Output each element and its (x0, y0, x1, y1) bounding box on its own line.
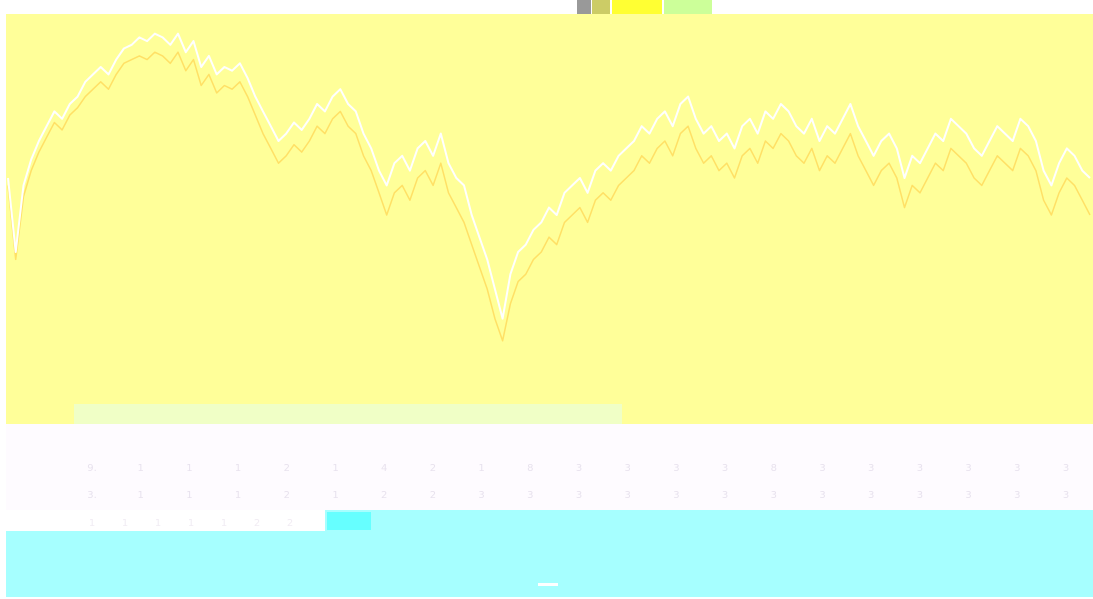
tick-label-row3-1: 1 (122, 518, 128, 529)
tick-label-row2-3: 1 (235, 490, 241, 501)
tick-label-row1-9: 8 (527, 463, 533, 474)
series-line-1 (7, 51, 1091, 342)
tick-label-row2-10: 3 (576, 490, 582, 501)
series-lines (7, 32, 1091, 342)
tick-label-row1-12: 3 (673, 463, 679, 474)
tick-label-row3-4: 1 (221, 518, 227, 529)
tick-label-row1-2: 1 (186, 463, 192, 474)
tick-label-row1-7: 2 (430, 463, 436, 474)
tick-label-row1-19: 3 (1014, 463, 1020, 474)
tick-label-row2-9: 3 (527, 490, 533, 501)
star-icon[interactable] (592, 0, 610, 14)
tick-label-row3-0: 1 (89, 518, 95, 529)
tick-label-row3-3: 1 (188, 518, 194, 529)
tick-label-row2-15: 3 (819, 490, 825, 501)
tick-label-row3-5: 2 (254, 518, 260, 529)
tick-label-row2-1: 1 (138, 490, 144, 501)
tick-label-row2-18: 3 (965, 490, 971, 501)
tick-label-row1-16: 3 (868, 463, 874, 474)
navigator-handle[interactable] (327, 512, 371, 530)
tick-label-row2-6: 2 (381, 490, 387, 501)
navigator-top (325, 510, 1093, 531)
tick-label-row1-15: 3 (819, 463, 825, 474)
chart-type-icon[interactable] (612, 0, 662, 14)
navigator-panel (6, 531, 1093, 597)
tick-label-row1-20: 3 (1063, 463, 1069, 474)
compare-icon[interactable] (664, 0, 712, 14)
tick-label-row2-20: 3 (1063, 490, 1069, 501)
tick-label-row1-3: 1 (235, 463, 241, 474)
tick-label-row1-17: 3 (917, 463, 923, 474)
tick-label-row3-2: 1 (155, 518, 161, 529)
tick-label-row2-19: 3 (1014, 490, 1020, 501)
tick-label-row1-13: 3 (722, 463, 728, 474)
tick-label-row1-5: 1 (332, 463, 338, 474)
tick-label-row3-6: 2 (287, 518, 293, 529)
tick-label-row1-18: 3 (965, 463, 971, 474)
tick-label-row1-1: 1 (138, 463, 144, 474)
x-axis-ticks: 9. 1 1 1 2 1 4 2 1 8 3 3 3 3 8 3 3 3 3 3 3 3. 1 1 1 2 1 2 2 3 3 3 3 3 3 3 3 3… (87, 463, 1069, 529)
tick-label-row2-13: 3 (722, 490, 728, 501)
tick-label-row1-14: 8 (771, 463, 777, 474)
tick-label-row2-12: 3 (673, 490, 679, 501)
tick-label-row2-16: 3 (868, 490, 874, 501)
tick-label-row2-0: 3. (87, 490, 97, 501)
plot-area (6, 14, 1093, 424)
volume-strip (74, 404, 622, 424)
tick-label-row1-6: 4 (381, 463, 387, 474)
tick-label-row1-8: 1 (478, 463, 484, 474)
tick-label-row2-4: 2 (284, 490, 290, 501)
square-icon[interactable] (577, 0, 591, 14)
navigator-scroll[interactable] (538, 583, 558, 586)
tick-label-row2-2: 1 (186, 490, 192, 501)
tick-label-row1-0: 9. (87, 463, 97, 474)
tick-label-row1-4: 2 (284, 463, 290, 474)
tick-label-row2-5: 1 (332, 490, 338, 501)
axis-panel (6, 424, 1093, 510)
tick-label-row2-14: 3 (771, 490, 777, 501)
tick-label-row2-7: 2 (430, 490, 436, 501)
tick-label-row1-10: 3 (576, 463, 582, 474)
tick-label-row2-8: 3 (478, 490, 484, 501)
series-line-0 (7, 32, 1091, 320)
tick-label-row2-17: 3 (917, 490, 923, 501)
tick-label-row2-11: 3 (625, 490, 631, 501)
tick-label-row1-11: 3 (625, 463, 631, 474)
